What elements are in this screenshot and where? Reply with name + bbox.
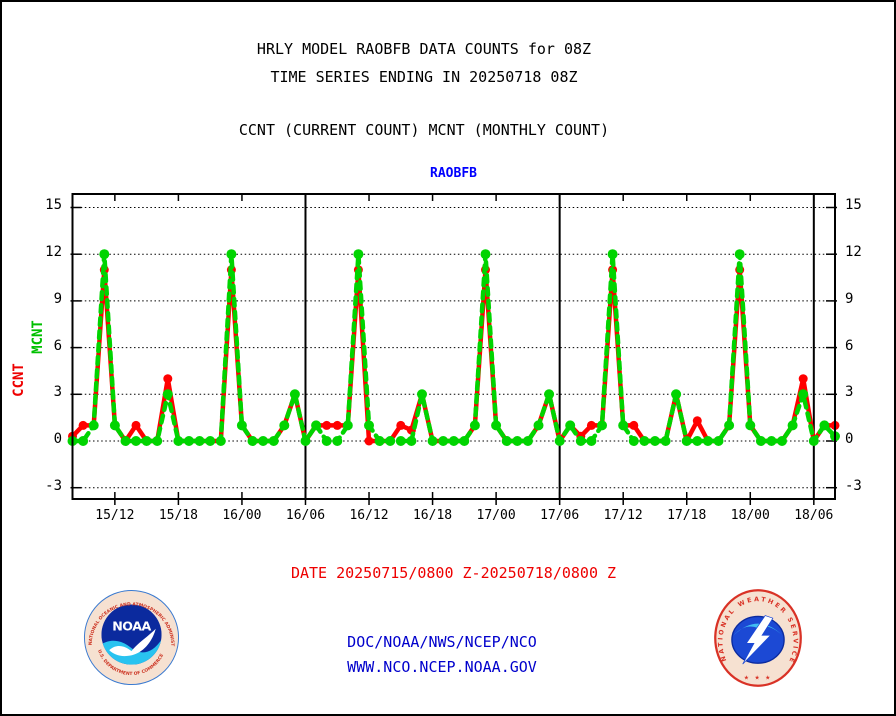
y-tick-label: 6 [845,337,854,354]
x-tick-label: 17/00 [476,508,516,523]
plot-title: RAOBFB [430,166,477,181]
y-tick-label: 12 [845,244,862,261]
nws-logo-stars: ★ ★ ★ [744,674,772,681]
y-tick-label: 0 [845,431,854,447]
y-tick-label: 15 [845,197,862,214]
y-tick-label: 9 [53,290,62,307]
page-title-line1: HRLY MODEL RAOBFB DATA COUNTS for 08Z [256,40,592,58]
x-tick-label: 17/12 [603,508,643,523]
nws-logo-cloud [733,623,783,636]
y-tick-label: -3 [45,477,62,494]
noaa-logo-emblem [101,604,162,665]
y-tick-label: 6 [53,337,62,354]
y-tick-label: 3 [845,384,854,401]
y-tick-label: -3 [845,477,862,494]
nws-logo: NATIONAL WEATHER SERVICE ★ ★ ★ [714,589,802,687]
series-ccnt [68,265,840,446]
x-tick-label: 18/00 [730,508,770,523]
x-tick-label: 18/06 [794,508,834,523]
footer-org-path: DOC/NOAA/NWS/NCEP/NCO [347,633,537,651]
y-tick-label: 9 [845,290,854,307]
noaa-logo-wordmark: NOAA [112,619,151,634]
x-tick-label: 15/18 [158,508,198,523]
x-tick-label: 16/18 [412,508,453,523]
y-tick-label: 0 [53,431,62,447]
y-tick-label: 15 [45,197,62,214]
x-tick-label: 16/06 [285,508,326,523]
x-tick-label: 16/00 [222,508,262,523]
x-tick-label: 17/06 [540,508,580,523]
page-subtitle: CCNT (CURRENT COUNT) MCNT (MONTHLY COUNT… [238,121,610,139]
footer-url: WWW.NCO.NCEP.NOAA.GOV [347,658,537,676]
x-tick-label: 16/12 [349,508,389,523]
x-tick-label: 17/18 [667,508,707,523]
lightning-bolt-icon [742,615,774,665]
day-boundary-lines [304,194,815,499]
series-mcnt [67,249,840,446]
x-tick-label: 15/12 [95,508,135,523]
seagull-icon [109,628,156,657]
y-tick-label: 12 [45,244,62,261]
y-tick-label: 3 [53,384,62,401]
date-range-label: DATE 20250715/0800 Z-20250718/0800 Z [290,564,617,582]
axis-ticks [70,194,837,505]
plot-border [71,193,836,500]
page-title-line2: TIME SERIES ENDING IN 20250718 08Z [270,68,578,86]
time-series-plot [67,193,840,505]
noaa-logo: NOAA NATIONAL OCEANIC AND ATMOSPHERIC AD… [83,589,180,686]
